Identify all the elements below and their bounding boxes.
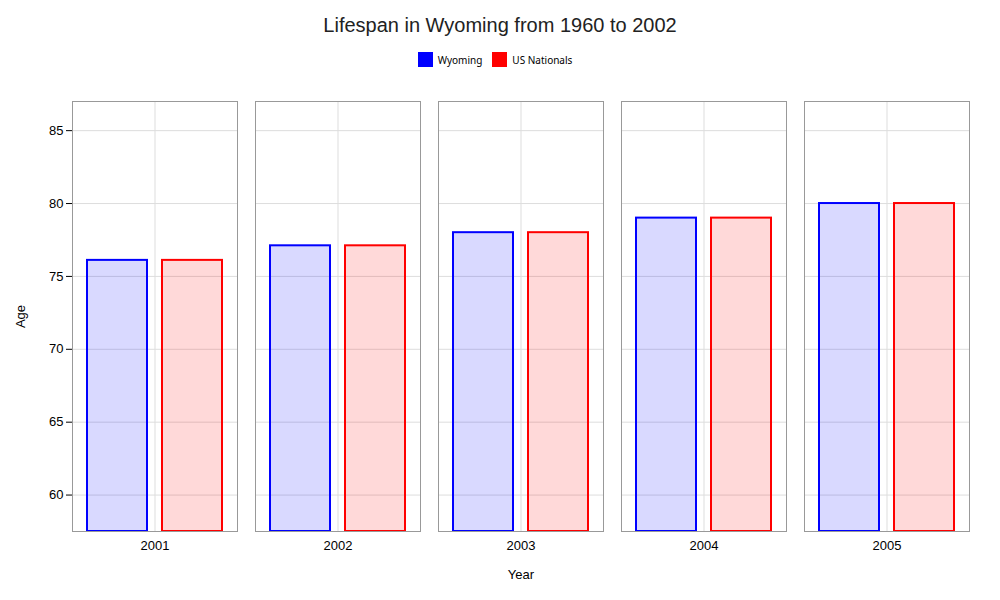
html-text:Lifespan in Wyoming from 1960: Lifespan in Wyoming from 1960 to 2002 <box>323 14 677 36</box>
svg-text:Age: Age <box>13 305 28 328</box>
svg-text:2003: 2003 <box>507 538 536 553</box>
svg-text:2005: 2005 <box>873 538 902 553</box>
svg-text:60: 60 <box>49 487 63 502</box>
svg-text:Year: Year <box>508 567 535 582</box>
html-text:US Nationals: US Nationals <box>512 52 573 67</box>
svg-text:85: 85 <box>49 123 63 138</box>
svg-text:80: 80 <box>49 196 63 211</box>
svg-text:70: 70 <box>49 341 63 356</box>
html-text:Wyoming: Wyoming <box>437 52 483 67</box>
svg-text:75: 75 <box>49 269 63 284</box>
svg-text:65: 65 <box>49 414 63 429</box>
svg-text:2004: 2004 <box>690 538 719 553</box>
svg-text:2002: 2002 <box>324 538 353 553</box>
svg-text:2001: 2001 <box>141 538 170 553</box>
